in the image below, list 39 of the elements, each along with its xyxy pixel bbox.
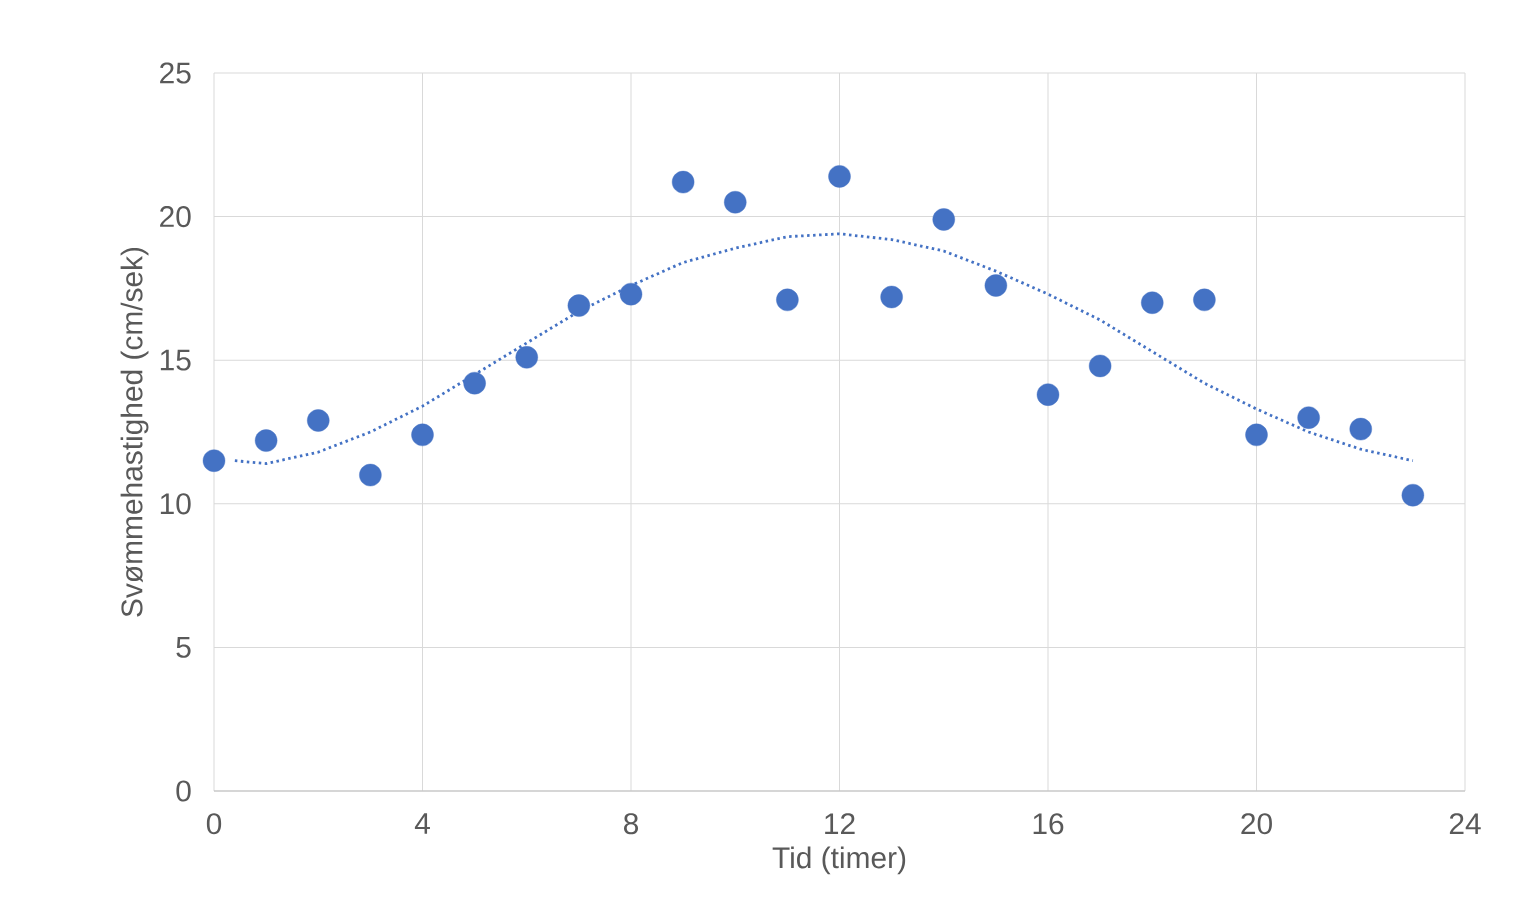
point: [359, 463, 382, 487]
y-tick-label: 20: [160, 206, 191, 228]
point: [254, 429, 278, 452]
point: [724, 191, 747, 214]
point: [1349, 417, 1372, 441]
point: [984, 274, 1008, 297]
point: [671, 170, 695, 194]
point: [307, 409, 330, 432]
y-tick-label: 10: [160, 493, 191, 515]
point: [463, 371, 486, 395]
x-tick-label: 20: [1241, 813, 1272, 835]
y-tick-label: 15: [160, 349, 191, 371]
y-tick-label: 5: [176, 636, 191, 658]
point: [567, 294, 591, 317]
x-axis-title: Tid (timer): [772, 846, 906, 875]
point: [776, 288, 799, 312]
y-tick-label: 0: [176, 780, 191, 802]
point: [515, 346, 538, 369]
point: [619, 282, 643, 306]
x-tick-label: 16: [1033, 813, 1064, 835]
point: [202, 449, 226, 472]
y-axis-title: Svømmehastighed (cm/sek): [120, 247, 149, 617]
point: [828, 165, 851, 188]
x-tick-label: 12: [825, 813, 855, 835]
y-tick-label: 25: [160, 62, 191, 84]
point: [1036, 383, 1060, 406]
point: [932, 208, 955, 231]
point: [411, 423, 434, 447]
point: [1088, 354, 1112, 378]
x-tick-label: 8: [623, 813, 639, 835]
x-tick-label: 0: [206, 813, 222, 835]
x-tick-label: 4: [414, 813, 430, 834]
point: [1245, 423, 1268, 447]
point: [1193, 288, 1216, 312]
point: [880, 285, 903, 309]
x-tick-label: 24: [1449, 813, 1481, 835]
point: [1297, 406, 1320, 429]
point: [1141, 291, 1164, 314]
point: [1401, 483, 1425, 507]
